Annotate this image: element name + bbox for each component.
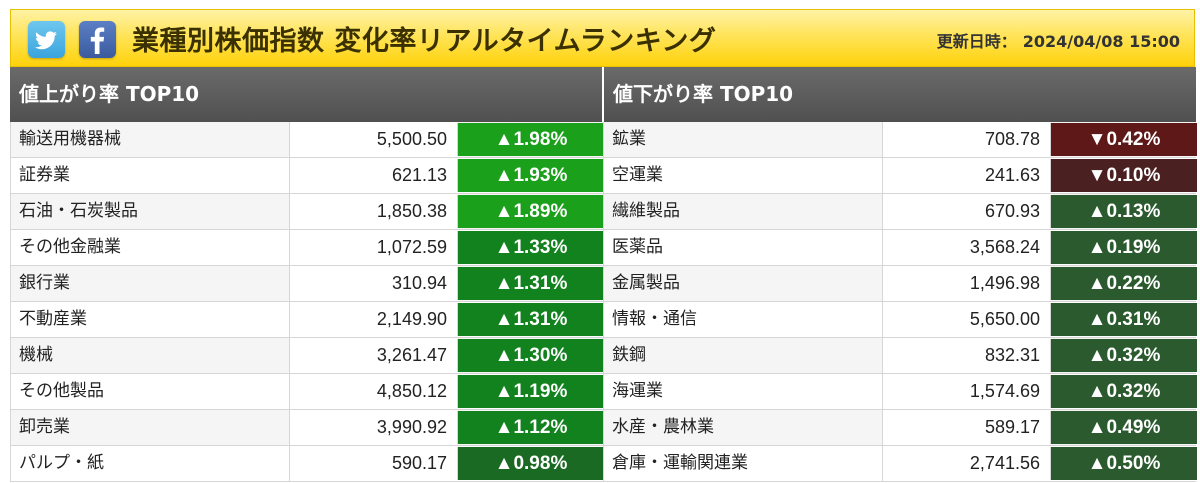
table-row[interactable]: 倉庫・運輸関連業 2,741.56 ▲0.50% [603, 446, 1197, 482]
industry-name[interactable]: 医薬品 [612, 237, 663, 257]
index-value: 832.31 [882, 338, 1050, 373]
index-value: 1,072.59 [289, 230, 457, 265]
index-value: 310.94 [289, 266, 457, 301]
industry-name[interactable]: 不動産業 [19, 309, 87, 329]
updated-label: 更新日時： [936, 32, 1017, 51]
industry-name[interactable]: 機械 [19, 345, 53, 365]
gainers-panel: 値上がり率 TOP10 輸送用機器械 5,500.50 ▲1.98% 証券業 621.1… [10, 67, 604, 482]
losers-list: 鉱業 708.78 ▼0.42% 空運業 241.63 ▼0.10% 繊維製品 670.93 ▲… [603, 122, 1197, 482]
industry-name[interactable]: その他金融業 [19, 237, 121, 257]
change-rate-badge: ▲0.13% [1050, 195, 1197, 228]
index-value: 4,850.12 [289, 374, 457, 409]
industry-name[interactable]: 水産・農林業 [612, 417, 714, 437]
industry-name[interactable]: 空運業 [612, 165, 663, 185]
index-value: 621.13 [289, 158, 457, 193]
industry-name[interactable]: パルプ・紙 [19, 453, 104, 473]
table-row[interactable]: 情報・通信 5,650.00 ▲0.31% [603, 302, 1197, 338]
change-rate-badge: ▲0.32% [1050, 375, 1197, 408]
table-row[interactable]: 石油・石炭製品 1,850.38 ▲1.89% [10, 194, 604, 230]
gainers-list: 輸送用機器械 5,500.50 ▲1.98% 証券業 621.13 ▲1.93% 石油・石炭… [10, 122, 604, 482]
change-rate-badge: ▲1.30% [457, 339, 604, 372]
header-bar: 業種別株価指数 変化率リアルタイムランキング 更新日時： 2024/04/08 1… [10, 9, 1195, 67]
table-row[interactable]: 銀行業 310.94 ▲1.31% [10, 266, 604, 302]
industry-name[interactable]: 情報・通信 [612, 309, 697, 329]
industry-name[interactable]: 銀行業 [19, 273, 70, 293]
industry-name[interactable]: 証券業 [19, 165, 70, 185]
table-row[interactable]: 卸売業 3,990.92 ▲1.12% [10, 410, 604, 446]
change-rate-badge: ▲1.89% [457, 195, 604, 228]
change-rate-badge: ▲1.31% [457, 303, 604, 336]
change-rate-badge: ▼0.10% [1050, 159, 1197, 192]
table-row[interactable]: 繊維製品 670.93 ▲0.13% [603, 194, 1197, 230]
industry-name[interactable]: 輸送用機器械 [19, 129, 121, 149]
updated-timestamp: 更新日時： 2024/04/08 15:00 [937, 28, 1180, 52]
index-value: 589.17 [882, 410, 1050, 445]
table-row[interactable]: 鉱業 708.78 ▼0.42% [603, 122, 1197, 158]
table-row[interactable]: その他製品 4,850.12 ▲1.19% [10, 374, 604, 410]
table-row[interactable]: パルプ・紙 590.17 ▲0.98% [10, 446, 604, 482]
twitter-share-button[interactable] [28, 21, 65, 58]
facebook-share-button[interactable] [79, 21, 116, 58]
change-rate-badge: ▲0.19% [1050, 231, 1197, 264]
change-rate-badge: ▼0.42% [1050, 123, 1197, 156]
change-rate-badge: ▲0.49% [1050, 411, 1197, 444]
index-value: 5,650.00 [882, 302, 1050, 337]
index-value: 3,261.47 [289, 338, 457, 373]
change-rate-badge: ▲1.12% [457, 411, 604, 444]
table-row[interactable]: その他金融業 1,072.59 ▲1.33% [10, 230, 604, 266]
table-row[interactable]: 不動産業 2,149.90 ▲1.31% [10, 302, 604, 338]
table-row[interactable]: 証券業 621.13 ▲1.93% [10, 158, 604, 194]
index-value: 1,574.69 [882, 374, 1050, 409]
industry-name[interactable]: 金属製品 [612, 273, 680, 293]
index-value: 708.78 [882, 122, 1050, 157]
table-row[interactable]: 鉄鋼 832.31 ▲0.32% [603, 338, 1197, 374]
index-value: 670.93 [882, 194, 1050, 229]
industry-name[interactable]: 繊維製品 [612, 201, 680, 221]
industry-name[interactable]: 海運業 [612, 381, 663, 401]
page-title: 業種別株価指数 変化率リアルタイムランキング [132, 26, 717, 57]
industry-name[interactable]: 鉄鋼 [612, 345, 646, 365]
table-row[interactable]: 海運業 1,574.69 ▲0.32% [603, 374, 1197, 410]
index-value: 2,741.56 [882, 446, 1050, 481]
industry-name[interactable]: 卸売業 [19, 417, 70, 437]
losers-panel: 値下がり率 TOP10 鉱業 708.78 ▼0.42% 空運業 241.63 ▼0.10… [603, 67, 1197, 482]
index-value: 1,850.38 [289, 194, 457, 229]
table-row[interactable]: 医薬品 3,568.24 ▲0.19% [603, 230, 1197, 266]
change-rate-badge: ▲0.98% [457, 447, 604, 480]
industry-name[interactable]: 鉱業 [612, 129, 646, 149]
index-value: 1,496.98 [882, 266, 1050, 301]
index-value: 241.63 [882, 158, 1050, 193]
change-rate-badge: ▲0.31% [1050, 303, 1197, 336]
change-rate-badge: ▲0.32% [1050, 339, 1197, 372]
change-rate-badge: ▲1.33% [457, 231, 604, 264]
losers-heading: 値下がり率 TOP10 [603, 67, 1196, 122]
table-row[interactable]: 機械 3,261.47 ▲1.30% [10, 338, 604, 374]
change-rate-badge: ▲0.22% [1050, 267, 1197, 300]
updated-value: 2024/04/08 15:00 [1022, 32, 1180, 51]
index-value: 2,149.90 [289, 302, 457, 337]
index-value: 5,500.50 [289, 122, 457, 157]
table-row[interactable]: 輸送用機器械 5,500.50 ▲1.98% [10, 122, 604, 158]
facebook-icon [90, 27, 105, 54]
industry-name[interactable]: その他製品 [19, 381, 104, 401]
change-rate-badge: ▲1.93% [457, 159, 604, 192]
industry-name[interactable]: 倉庫・運輸関連業 [612, 453, 748, 473]
change-rate-badge: ▲0.50% [1050, 447, 1197, 480]
change-rate-badge: ▲1.98% [457, 123, 604, 156]
twitter-icon [35, 31, 57, 50]
change-rate-badge: ▲1.31% [457, 267, 604, 300]
table-row[interactable]: 水産・農林業 589.17 ▲0.49% [603, 410, 1197, 446]
industry-name[interactable]: 石油・石炭製品 [19, 201, 138, 221]
index-value: 590.17 [289, 446, 457, 481]
table-row[interactable]: 空運業 241.63 ▼0.10% [603, 158, 1197, 194]
gainers-heading: 値上がり率 TOP10 [10, 67, 603, 122]
index-value: 3,568.24 [882, 230, 1050, 265]
change-rate-badge: ▲1.19% [457, 375, 604, 408]
table-row[interactable]: 金属製品 1,496.98 ▲0.22% [603, 266, 1197, 302]
index-value: 3,990.92 [289, 410, 457, 445]
